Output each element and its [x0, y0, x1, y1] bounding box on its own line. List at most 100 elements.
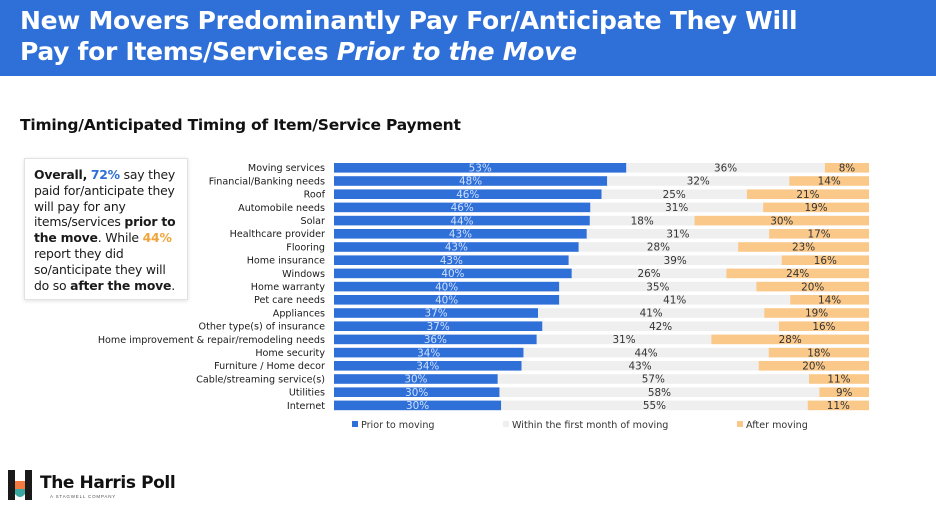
data-label: 19% — [805, 308, 828, 320]
data-label: 44% — [450, 215, 473, 227]
data-label: 37% — [427, 321, 450, 333]
bar-segment-prior — [334, 308, 539, 318]
bar-segment-prior — [334, 176, 608, 186]
data-label: 34% — [416, 361, 439, 373]
data-label: 31% — [665, 202, 688, 214]
data-label: 31% — [612, 334, 635, 346]
category-label: Utilities — [289, 388, 325, 399]
data-label: 19% — [805, 202, 828, 214]
bar-segment-prior — [334, 268, 572, 279]
category-label: Flooring — [286, 242, 325, 253]
category-label: Home insurance — [247, 256, 325, 267]
bar-segment-within — [590, 202, 764, 213]
bar-segment-within — [571, 268, 727, 279]
bar-segment-prior — [334, 281, 560, 292]
data-label: 20% — [802, 361, 825, 373]
category-label: Solar — [301, 216, 326, 227]
data-label: 21% — [796, 189, 819, 201]
data-label: 44% — [635, 347, 658, 359]
bar-segment-after — [768, 347, 869, 358]
bar-segment-prior — [334, 361, 522, 371]
bar-segment-prior — [334, 387, 500, 397]
data-label: 24% — [786, 268, 809, 280]
legend-item: Within the first month of moving — [503, 420, 668, 431]
data-label: 31% — [666, 229, 689, 241]
bar-segment-within — [559, 295, 791, 305]
bar-segment-within — [523, 347, 769, 358]
legend-swatch — [737, 421, 743, 427]
bar-segment-within — [536, 334, 712, 345]
data-label: 20% — [801, 281, 824, 293]
data-label: 30% — [404, 374, 427, 386]
bar-segment-within — [499, 387, 820, 397]
bar-segment-prior — [334, 242, 579, 252]
data-label: 23% — [792, 242, 815, 254]
bar-segment-after — [778, 321, 869, 331]
data-label: 17% — [807, 229, 830, 241]
category-label: Other type(s) of insurance — [199, 322, 326, 333]
data-label: 41% — [663, 295, 686, 307]
legend-item: After moving — [737, 420, 808, 431]
bar-segment-within — [538, 308, 765, 318]
data-label: 18% — [807, 347, 830, 359]
data-label: 43% — [440, 255, 463, 267]
bar-segment-after — [756, 281, 869, 292]
bar-segment-after — [726, 268, 869, 279]
category-label: Windows — [282, 269, 325, 280]
bar-segment-prior — [334, 215, 590, 226]
callout-text-d: . — [171, 277, 175, 293]
data-label: 30% — [405, 387, 428, 399]
bar-segment-within — [542, 321, 779, 331]
bar-segment-after — [790, 295, 869, 305]
bar-segment-within — [521, 361, 759, 371]
data-label: 39% — [664, 255, 687, 267]
page-title-line-1: New Movers Predominantly Pay For/Anticip… — [20, 6, 798, 35]
callout-bold-prior: prior to the move — [34, 214, 176, 246]
callout-bold-after: after the move — [70, 277, 172, 293]
legend-label: After moving — [746, 420, 808, 431]
stacked-bar-chart: Moving services 53% 36% 8% Financial/Banking… — [98, 163, 869, 412]
legend-swatch — [503, 421, 509, 427]
legend-label: Within the first month of moving — [512, 420, 669, 431]
bar-segment-after — [807, 400, 869, 411]
data-label: 55% — [643, 400, 666, 412]
data-label: 42% — [649, 321, 672, 333]
bar-segment-prior — [334, 400, 502, 411]
bar-segment-after — [819, 387, 869, 397]
category-label: Automobile needs — [238, 203, 325, 214]
bar-segment-after — [789, 176, 869, 186]
title-banner: New Movers Predominantly Pay For/Anticip… — [0, 0, 936, 76]
category-label: Financial/Banking needs — [209, 176, 325, 187]
callout-pct-after: 44% — [142, 230, 172, 246]
bar-segment-prior — [334, 229, 587, 239]
bar-segment-within — [601, 189, 747, 199]
category-label: Home improvement & repair/remodeling nee… — [98, 335, 325, 346]
bar-segment-within — [578, 242, 739, 252]
chart-subtitle: Timing/Anticipated Timing of Item/Servic… — [20, 116, 461, 134]
category-label: Internet — [287, 401, 325, 412]
bar-segment-prior — [334, 255, 569, 265]
data-label: 28% — [779, 334, 802, 346]
bar-segment-prior — [334, 321, 543, 331]
data-label: 8% — [839, 163, 856, 175]
data-label: 25% — [663, 189, 686, 201]
bar-segment-after — [694, 215, 869, 226]
callout-text-a: say they paid for/anticipate they will p… — [34, 167, 176, 230]
data-label: 18% — [631, 215, 654, 227]
data-label: 11% — [827, 374, 850, 386]
legend-label: Prior to moving — [361, 420, 435, 431]
data-label: 30% — [406, 400, 429, 412]
callout-text-b: . While — [97, 230, 139, 246]
data-label: 46% — [451, 202, 474, 214]
bar-segment-within — [497, 374, 809, 384]
category-label: Pet care needs — [254, 295, 325, 306]
logo-name: The Harris Poll — [40, 473, 176, 493]
bar-segment-after — [781, 255, 869, 265]
bar-segment-after — [758, 361, 869, 371]
data-label: 14% — [818, 295, 841, 307]
summary-callout: Overall, 72% say they paid for/anticipat… — [24, 158, 188, 300]
category-label: Healthcare provider — [230, 229, 325, 240]
bar-segment-prior — [334, 163, 627, 173]
data-label: 14% — [818, 176, 841, 188]
bar-segment-after — [808, 374, 869, 384]
